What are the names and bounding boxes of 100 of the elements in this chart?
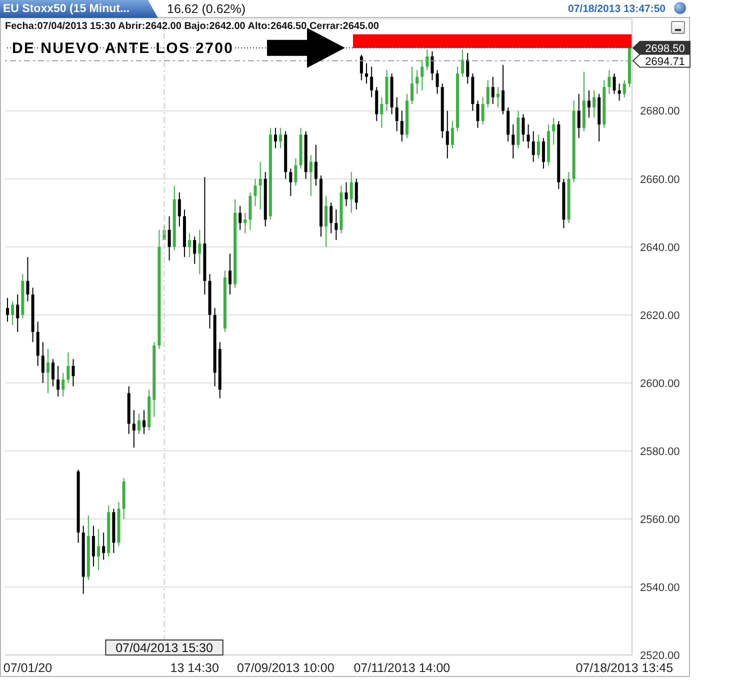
candlestick (258, 161, 262, 210)
candlestick (450, 120, 454, 149)
candlestick (426, 49, 429, 71)
y-tick-label: 2580.00 (640, 446, 680, 458)
candlestick (587, 90, 590, 118)
candlestick (491, 76, 494, 105)
candlestick (360, 54, 363, 81)
candlestick (97, 528, 100, 570)
y-tick-label: 2660.00 (640, 174, 680, 186)
candlestick (612, 72, 616, 94)
candlestick (410, 66, 414, 105)
y-tick-label: 2620.00 (640, 310, 680, 322)
candlestick (542, 138, 545, 170)
candlestick (476, 100, 480, 128)
candlestick (608, 70, 611, 94)
candlestick (592, 90, 596, 118)
y-tick-label: 2640.00 (640, 242, 680, 254)
candlestick (506, 106, 510, 142)
candlestick (466, 52, 470, 84)
candlestick (178, 192, 181, 227)
candlestick (244, 212, 247, 234)
candlestick (41, 342, 44, 384)
candlestick (526, 124, 530, 149)
candlestick (142, 410, 146, 434)
x-tick-label: 07/04/2013 15:30 (116, 641, 213, 655)
candlestick (334, 208, 338, 241)
candlestick (532, 130, 535, 162)
candlestick (436, 70, 439, 94)
candlestick (66, 352, 70, 384)
candlestick (254, 178, 257, 207)
candlestick (344, 182, 348, 207)
candlestick (188, 232, 192, 258)
candlestick (400, 110, 404, 142)
candlestick (380, 96, 384, 128)
candlestick (238, 206, 242, 230)
x-tick-label: 13 14:30 (170, 661, 219, 675)
candlestick (512, 124, 515, 159)
candlestick (6, 297, 9, 322)
candlestick (92, 525, 95, 568)
candlestick (46, 348, 50, 394)
candlestick (289, 168, 292, 196)
candlestick (274, 127, 277, 149)
candlestick (416, 70, 419, 94)
x-tick-label: 07/18/2013 13:45 (576, 661, 674, 675)
candlestick (324, 195, 328, 248)
y-tick-label: 2560.00 (640, 514, 680, 526)
candlestick (350, 172, 353, 214)
annotation: Fecha:07/04/2013 15:30 Abrir:2642.00 Bajo:2642.00 Alto:2646.50 Cerrar:2645.00 (5, 20, 379, 33)
candlestick (622, 80, 626, 98)
text: 07/18/2013 13:47:50 (568, 3, 666, 16)
x-tick-label: 07/01/20 (3, 661, 52, 675)
candlestick (618, 83, 621, 102)
candlestick (446, 110, 449, 159)
candlestick (420, 59, 424, 91)
candlestick (228, 253, 232, 295)
candlestick (552, 117, 556, 146)
candlestick (62, 372, 65, 398)
candlestick (16, 294, 20, 332)
candlestick (375, 86, 378, 122)
candlestick (577, 93, 580, 139)
y-tick-label: 2600.00 (640, 378, 680, 390)
candlestick (137, 413, 140, 434)
candlestick (56, 365, 60, 398)
candlestick (502, 64, 505, 115)
candlestick (365, 62, 368, 84)
y-tick-label: 2540.00 (640, 582, 680, 594)
candlestick (314, 144, 318, 186)
candlestick (395, 96, 398, 132)
candlestick (309, 154, 312, 196)
candlestick (430, 50, 434, 81)
candlestick (36, 321, 40, 366)
candlestick (330, 202, 333, 234)
candlestick (193, 236, 196, 264)
ref-line-label: 2698.50 (645, 42, 685, 55)
x-tick-label: 07/09/2013 10:00 (236, 661, 334, 675)
chart-subtitle: 16.62 (0.62%) (167, 1, 246, 17)
candlestick (486, 80, 490, 108)
candlestick (102, 532, 106, 560)
candlestick (26, 256, 30, 302)
x-tick-label: 07/11/2013 14:00 (354, 661, 450, 675)
y-tick-label: 2520.00 (640, 650, 680, 662)
candlestick (132, 410, 136, 448)
y-tick-label: 2680.00 (640, 106, 680, 118)
candlestick (72, 358, 75, 387)
candlestick (279, 127, 282, 149)
candlestick (536, 134, 540, 159)
candlestick (461, 49, 464, 78)
candlestick (522, 114, 525, 142)
candlestick (52, 358, 55, 387)
candlestick (168, 216, 171, 261)
ref-line-label: 2694.71 (645, 56, 685, 68)
candlestick (481, 96, 484, 125)
candlestick (198, 229, 202, 275)
chart-title: EU Stoxx50 (15 Minut... (3, 2, 130, 16)
candlestick (354, 178, 358, 210)
annotation: DE NUEVO ANTE LOS 2700 (12, 40, 234, 57)
candlestick (370, 66, 374, 98)
candlestick (11, 300, 14, 326)
candlestick (294, 158, 298, 186)
candlestick (248, 192, 252, 230)
